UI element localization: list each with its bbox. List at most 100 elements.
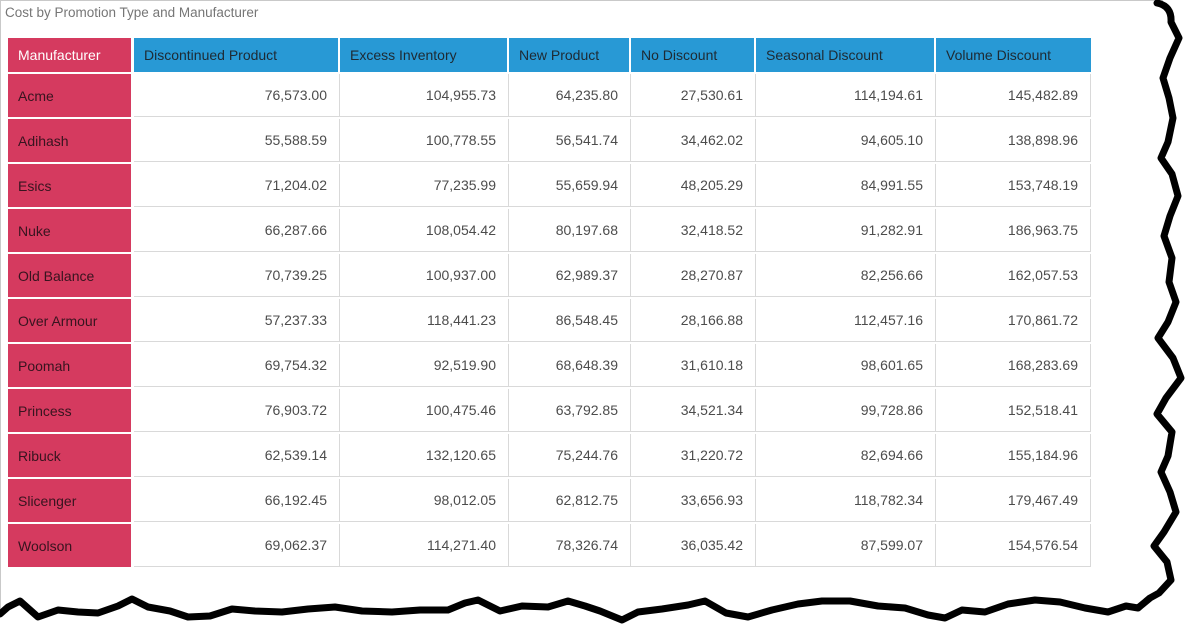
cell-value[interactable]: 71,204.02 xyxy=(134,164,340,207)
cell-value[interactable]: 66,192.45 xyxy=(134,479,340,522)
cell-value[interactable]: 70,739.25 xyxy=(134,254,340,297)
cell-value[interactable]: 48,205.29 xyxy=(631,164,756,207)
cell-value[interactable]: 63,792.85 xyxy=(509,389,631,432)
cell-value[interactable]: 94,605.10 xyxy=(756,119,936,162)
cell-value[interactable]: 69,754.32 xyxy=(134,344,340,387)
cell-value[interactable]: 152,518.41 xyxy=(936,389,1091,432)
cell-value[interactable]: 98,601.65 xyxy=(756,344,936,387)
cost-matrix-table: Manufacturer Discontinued Product Excess… xyxy=(8,36,1091,569)
table-row: Slicenger 66,192.45 98,012.05 62,812.75 33,6… xyxy=(8,479,1091,522)
cell-value[interactable]: 168,283.69 xyxy=(936,344,1091,387)
table-row: Over Armour 57,237.33 118,441.23 86,548.45 2… xyxy=(8,299,1091,342)
cell-value[interactable]: 34,462.02 xyxy=(631,119,756,162)
row-header-manufacturer[interactable]: Old Balance xyxy=(8,254,134,297)
cell-value[interactable]: 104,955.73 xyxy=(340,74,509,117)
visual-title: Cost by Promotion Type and Manufacturer xyxy=(5,5,259,20)
table-body: Acme 76,573.00 104,955.73 64,235.80 27,530.6… xyxy=(8,74,1091,567)
cell-value[interactable]: 155,184.96 xyxy=(936,434,1091,477)
cell-value[interactable]: 108,054.42 xyxy=(340,209,509,252)
column-header-discontinued-product[interactable]: Discontinued Product xyxy=(134,38,340,72)
cell-value[interactable]: 98,012.05 xyxy=(340,479,509,522)
cell-value[interactable]: 82,256.66 xyxy=(756,254,936,297)
table-row: Ribuck 62,539.14 132,120.65 75,244.76 31,220… xyxy=(8,434,1091,477)
column-header-excess-inventory[interactable]: Excess Inventory xyxy=(340,38,509,72)
cell-value[interactable]: 138,898.96 xyxy=(936,119,1091,162)
table-row: Nuke 66,287.66 108,054.42 80,197.68 32,418.5… xyxy=(8,209,1091,252)
cell-value[interactable]: 55,659.94 xyxy=(509,164,631,207)
row-header-manufacturer[interactable]: Esics xyxy=(8,164,134,207)
cell-value[interactable]: 32,418.52 xyxy=(631,209,756,252)
header-row: Manufacturer Discontinued Product Excess… xyxy=(8,38,1091,72)
table-row: Acme 76,573.00 104,955.73 64,235.80 27,530.6… xyxy=(8,74,1091,117)
row-header-manufacturer[interactable]: Over Armour xyxy=(8,299,134,342)
cell-value[interactable]: 57,237.33 xyxy=(134,299,340,342)
cell-value[interactable]: 77,235.99 xyxy=(340,164,509,207)
column-header-no-discount[interactable]: No Discount xyxy=(631,38,756,72)
cell-value[interactable]: 78,326.74 xyxy=(509,524,631,567)
cell-value[interactable]: 186,963.75 xyxy=(936,209,1091,252)
cell-value[interactable]: 28,166.88 xyxy=(631,299,756,342)
cell-value[interactable]: 154,576.54 xyxy=(936,524,1091,567)
cell-value[interactable]: 92,519.90 xyxy=(340,344,509,387)
cell-value[interactable]: 114,194.61 xyxy=(756,74,936,117)
row-header-manufacturer[interactable]: Acme xyxy=(8,74,134,117)
cell-value[interactable]: 112,457.16 xyxy=(756,299,936,342)
cell-value[interactable]: 76,573.00 xyxy=(134,74,340,117)
cell-value[interactable]: 62,539.14 xyxy=(134,434,340,477)
table-row: Adihash 55,588.59 100,778.55 56,541.74 34,46… xyxy=(8,119,1091,162)
cell-value[interactable]: 62,989.37 xyxy=(509,254,631,297)
column-header-new-product[interactable]: New Product xyxy=(509,38,631,72)
cell-value[interactable]: 55,588.59 xyxy=(134,119,340,162)
table-row: Poomah 69,754.32 92,519.90 68,648.39 31,610.… xyxy=(8,344,1091,387)
table-row: Woolson 69,062.37 114,271.40 78,326.74 36,03… xyxy=(8,524,1091,567)
cell-value[interactable]: 82,694.66 xyxy=(756,434,936,477)
cell-value[interactable]: 100,475.46 xyxy=(340,389,509,432)
cell-value[interactable]: 64,235.80 xyxy=(509,74,631,117)
cell-value[interactable]: 27,530.61 xyxy=(631,74,756,117)
cell-value[interactable]: 56,541.74 xyxy=(509,119,631,162)
cell-value[interactable]: 132,120.65 xyxy=(340,434,509,477)
cell-value[interactable]: 31,610.18 xyxy=(631,344,756,387)
cell-value[interactable]: 28,270.87 xyxy=(631,254,756,297)
cell-value[interactable]: 76,903.72 xyxy=(134,389,340,432)
cell-value[interactable]: 118,441.23 xyxy=(340,299,509,342)
cell-value[interactable]: 75,244.76 xyxy=(509,434,631,477)
cell-value[interactable]: 145,482.89 xyxy=(936,74,1091,117)
row-header-manufacturer[interactable]: Nuke xyxy=(8,209,134,252)
cell-value[interactable]: 91,282.91 xyxy=(756,209,936,252)
cell-value[interactable]: 162,057.53 xyxy=(936,254,1091,297)
row-header-manufacturer[interactable]: Princess xyxy=(8,389,134,432)
cell-value[interactable]: 179,467.49 xyxy=(936,479,1091,522)
row-header-manufacturer[interactable]: Adihash xyxy=(8,119,134,162)
column-header-volume-discount[interactable]: Volume Discount xyxy=(936,38,1091,72)
cell-value[interactable]: 62,812.75 xyxy=(509,479,631,522)
cell-value[interactable]: 36,035.42 xyxy=(631,524,756,567)
cell-value[interactable]: 66,287.66 xyxy=(134,209,340,252)
cell-value[interactable]: 170,861.72 xyxy=(936,299,1091,342)
cell-value[interactable]: 118,782.34 xyxy=(756,479,936,522)
table-row: Esics 71,204.02 77,235.99 55,659.94 48,205.2… xyxy=(8,164,1091,207)
cell-value[interactable]: 86,548.45 xyxy=(509,299,631,342)
cell-value[interactable]: 31,220.72 xyxy=(631,434,756,477)
cell-value[interactable]: 69,062.37 xyxy=(134,524,340,567)
table-row: Princess 76,903.72 100,475.46 63,792.85 34,5… xyxy=(8,389,1091,432)
row-header-manufacturer[interactable]: Woolson xyxy=(8,524,134,567)
cell-value[interactable]: 87,599.07 xyxy=(756,524,936,567)
cell-value[interactable]: 153,748.19 xyxy=(936,164,1091,207)
table-row: Old Balance 70,739.25 100,937.00 62,989.37 2… xyxy=(8,254,1091,297)
table-header: Manufacturer Discontinued Product Excess… xyxy=(8,38,1091,72)
column-header-manufacturer[interactable]: Manufacturer xyxy=(8,38,134,72)
cell-value[interactable]: 99,728.86 xyxy=(756,389,936,432)
cell-value[interactable]: 100,937.00 xyxy=(340,254,509,297)
column-header-seasonal-discount[interactable]: Seasonal Discount xyxy=(756,38,936,72)
cell-value[interactable]: 80,197.68 xyxy=(509,209,631,252)
cell-value[interactable]: 100,778.55 xyxy=(340,119,509,162)
row-header-manufacturer[interactable]: Slicenger xyxy=(8,479,134,522)
cell-value[interactable]: 33,656.93 xyxy=(631,479,756,522)
cell-value[interactable]: 34,521.34 xyxy=(631,389,756,432)
cell-value[interactable]: 84,991.55 xyxy=(756,164,936,207)
cell-value[interactable]: 114,271.40 xyxy=(340,524,509,567)
row-header-manufacturer[interactable]: Poomah xyxy=(8,344,134,387)
cell-value[interactable]: 68,648.39 xyxy=(509,344,631,387)
row-header-manufacturer[interactable]: Ribuck xyxy=(8,434,134,477)
